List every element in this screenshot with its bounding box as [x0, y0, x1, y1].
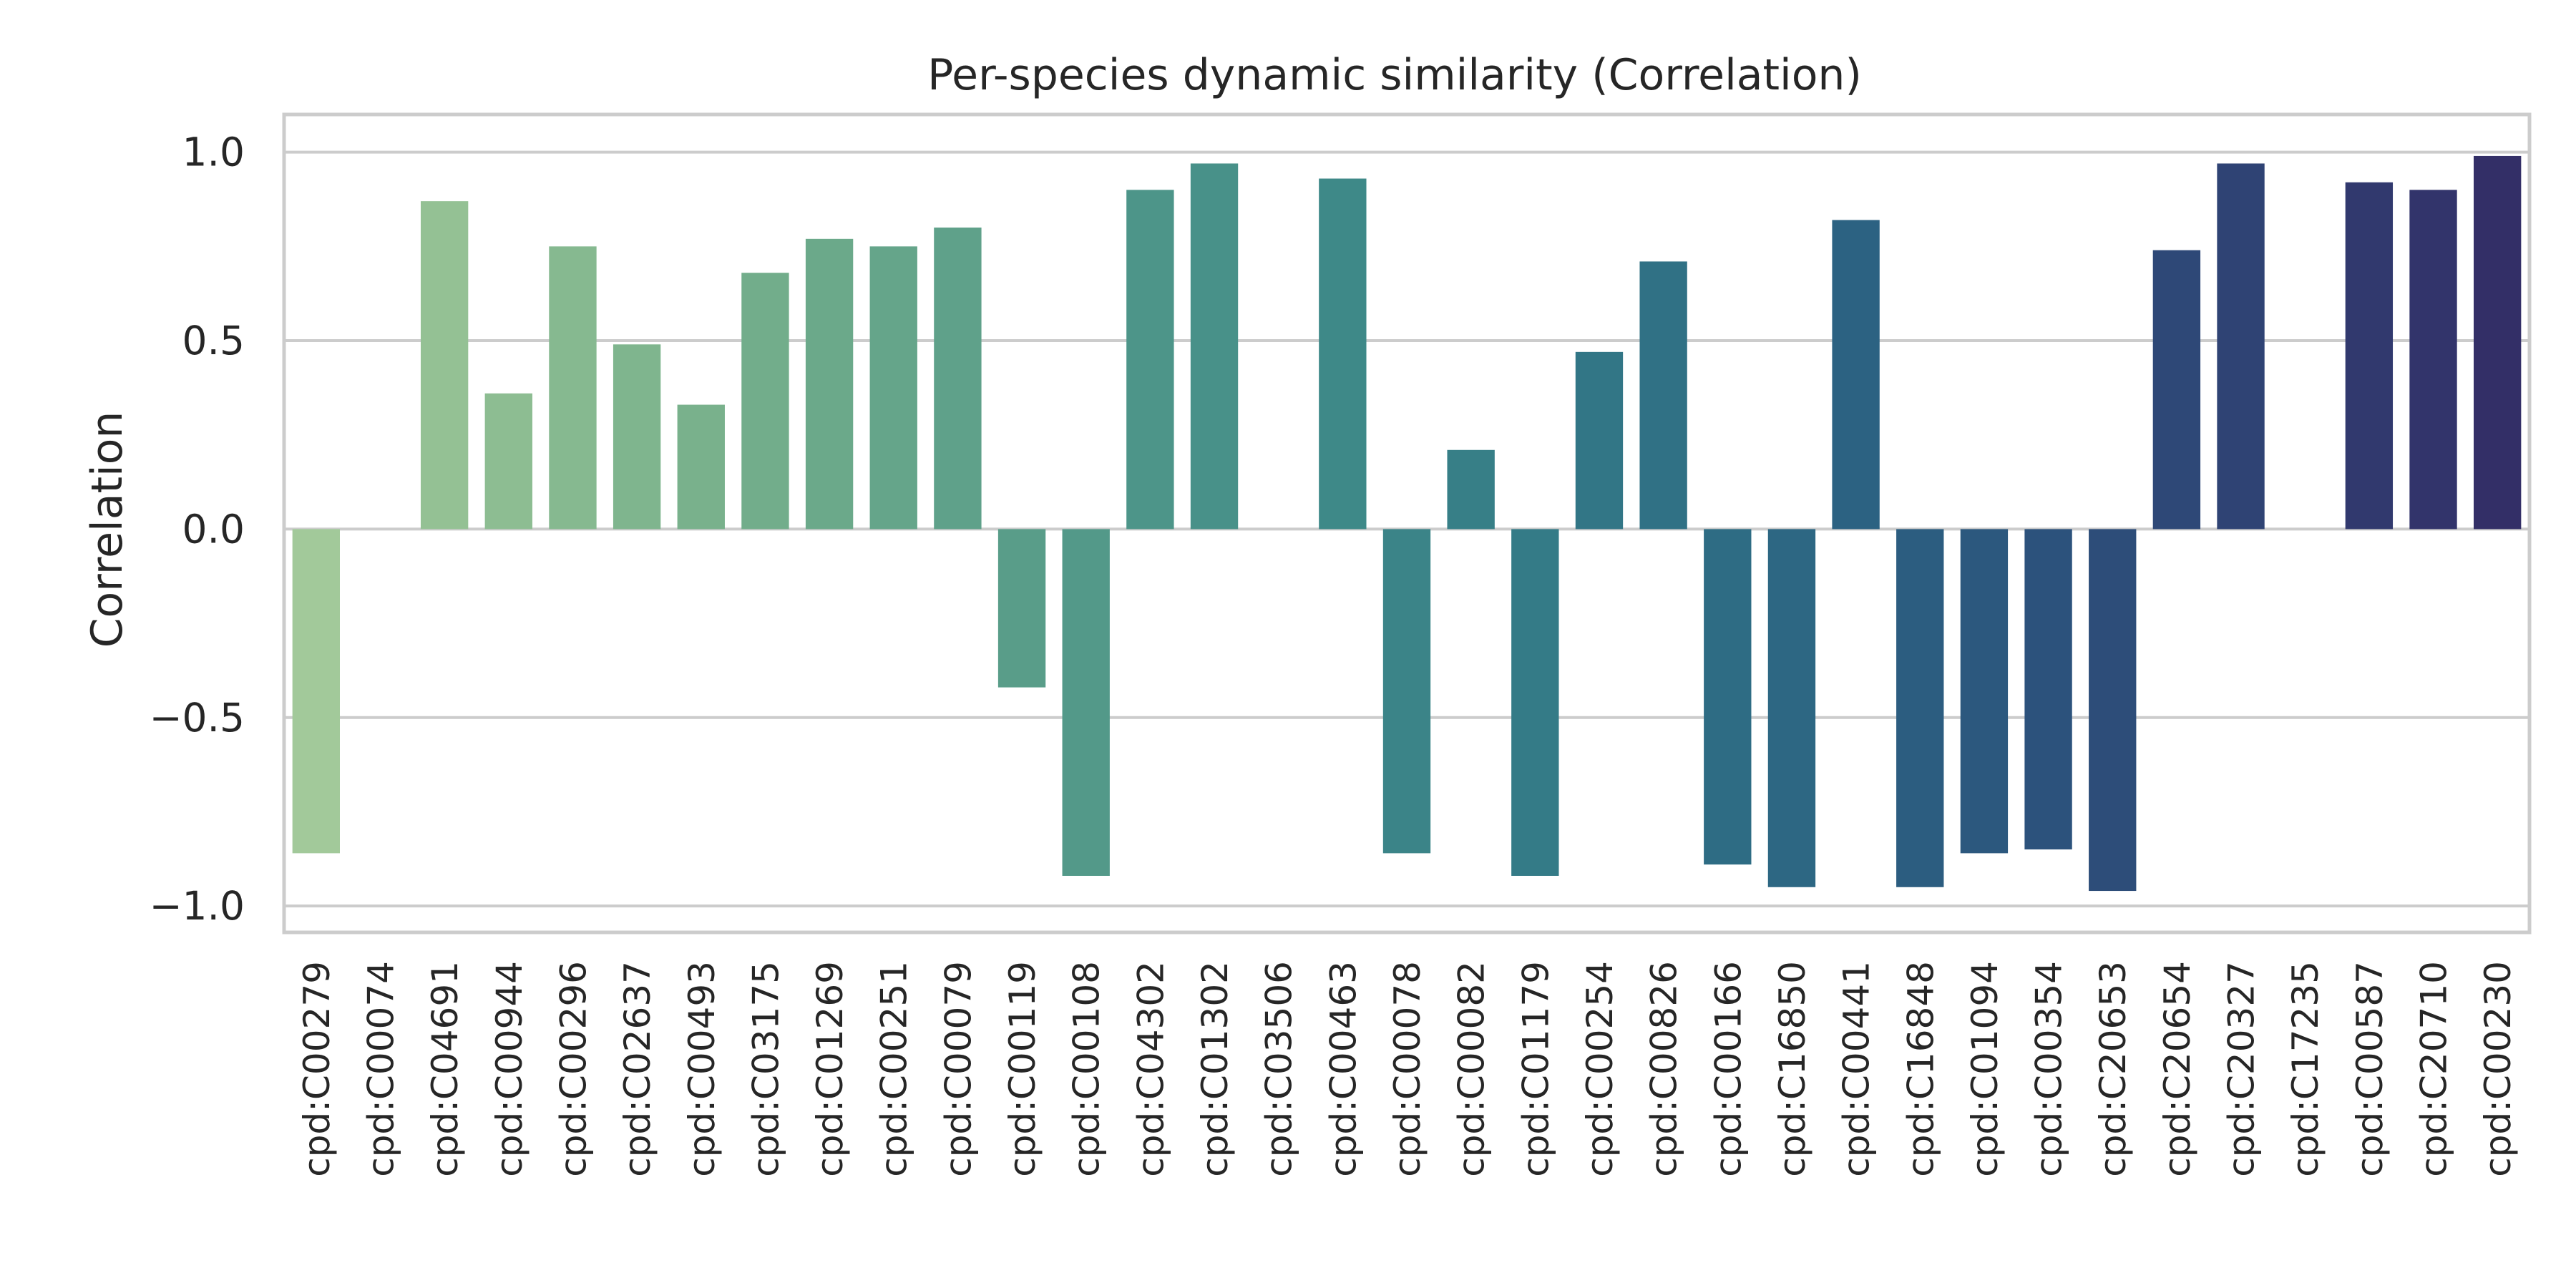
- bar: [1575, 351, 1624, 530]
- bar: [1382, 529, 1431, 854]
- bar: [741, 273, 789, 530]
- x-tick-label: cpd:C04302: [1130, 961, 1171, 1177]
- x-tick-label: cpd:C00230: [2477, 961, 2519, 1177]
- x-tick-label: cpd:C00354: [2029, 961, 2070, 1177]
- x-tick-label: cpd:C00251: [874, 961, 915, 1177]
- bar: [484, 393, 532, 530]
- x-tick-label: cpd:C20710: [2414, 961, 2455, 1177]
- x-tick-label: cpd:C20654: [2157, 961, 2198, 1177]
- bar: [613, 344, 661, 530]
- bar: [1832, 220, 1880, 530]
- y-tick-label: 0.5: [182, 318, 245, 364]
- bar: [2024, 529, 2072, 850]
- x-tick-label: cpd:C00082: [1451, 961, 1493, 1177]
- x-tick-label: cpd:C00119: [1002, 961, 1043, 1177]
- bar: [420, 201, 469, 530]
- bar: [2217, 163, 2265, 530]
- x-tick-label: cpd:C01269: [809, 961, 851, 1177]
- x-tick-label: cpd:C00074: [360, 961, 401, 1177]
- x-tick-label: cpd:C01302: [1194, 961, 1236, 1177]
- y-axis-ticks: 1.0 0.5 0.0 −0.5 −1.0: [149, 130, 245, 929]
- bar: [1704, 529, 1752, 865]
- x-tick-label: cpd:C00441: [1836, 961, 1878, 1177]
- x-tick-label: cpd:C00108: [1066, 961, 1108, 1177]
- x-tick-label: cpd:C03506: [1259, 961, 1300, 1177]
- bar: [292, 529, 341, 854]
- bar: [1767, 529, 1816, 887]
- x-tick-label: cpd:C01179: [1515, 961, 1556, 1177]
- x-axis-ticks: cpd:C00279 cpd:C00074 cpd:C04691 cpd:C00944…: [296, 961, 2519, 1177]
- bar: [1062, 529, 1110, 876]
- x-tick-label: cpd:C00078: [1387, 961, 1428, 1177]
- x-tick-label: cpd:C16850: [1772, 961, 1813, 1177]
- x-tick-label: cpd:C02637: [617, 961, 658, 1177]
- x-tick-label: cpd:C04691: [424, 961, 466, 1177]
- bar: [869, 246, 917, 530]
- x-tick-label: cpd:C00944: [489, 961, 530, 1177]
- bar: [2152, 250, 2201, 530]
- x-tick-label: cpd:C17235: [2285, 961, 2326, 1177]
- y-tick-label: −1.0: [149, 883, 245, 929]
- bar: [1639, 261, 1687, 530]
- x-tick-label: cpd:C00079: [937, 961, 979, 1177]
- bar: [805, 238, 854, 530]
- bar: [934, 228, 982, 530]
- x-tick-label: cpd:C00463: [1322, 961, 1364, 1177]
- x-tick-label: cpd:C00166: [1707, 961, 1749, 1177]
- y-tick-label: 0.0: [182, 506, 245, 552]
- x-tick-label: cpd:C00587: [2349, 961, 2391, 1177]
- bar: [1511, 529, 1559, 876]
- bar: [1319, 178, 1367, 530]
- bar: [2345, 182, 2394, 530]
- x-tick-label: cpd:C01094: [1964, 961, 2006, 1177]
- x-tick-label: cpd:C00279: [296, 961, 338, 1177]
- bar: [549, 246, 597, 530]
- bar: [1447, 449, 1495, 530]
- bar: [1126, 190, 1174, 530]
- x-tick-label: cpd:C20653: [2092, 961, 2134, 1177]
- x-tick-label: cpd:C16848: [1900, 961, 1941, 1177]
- chart-title: Per-species dynamic similarity (Correlat…: [927, 50, 1862, 100]
- bar: [677, 404, 725, 530]
- x-tick-label: cpd:C00296: [552, 961, 594, 1177]
- x-tick-label: cpd:C00254: [1579, 961, 1621, 1177]
- bar: [997, 529, 1046, 688]
- bar: [2473, 155, 2522, 530]
- bar: [1190, 163, 1239, 530]
- bar: [2089, 529, 2137, 892]
- x-tick-label: cpd:C00493: [681, 961, 723, 1177]
- x-tick-label: cpd:C20327: [2221, 961, 2263, 1177]
- x-tick-label: cpd:C00826: [1644, 961, 1685, 1177]
- bars: [292, 155, 2522, 892]
- bar: [1896, 529, 1944, 887]
- x-tick-label: cpd:C03175: [745, 961, 786, 1177]
- bar: [2409, 190, 2457, 530]
- bar: [1960, 529, 2009, 854]
- y-tick-label: 1.0: [182, 130, 245, 175]
- y-axis-label: Correlation: [82, 411, 132, 648]
- y-tick-label: −0.5: [149, 695, 245, 741]
